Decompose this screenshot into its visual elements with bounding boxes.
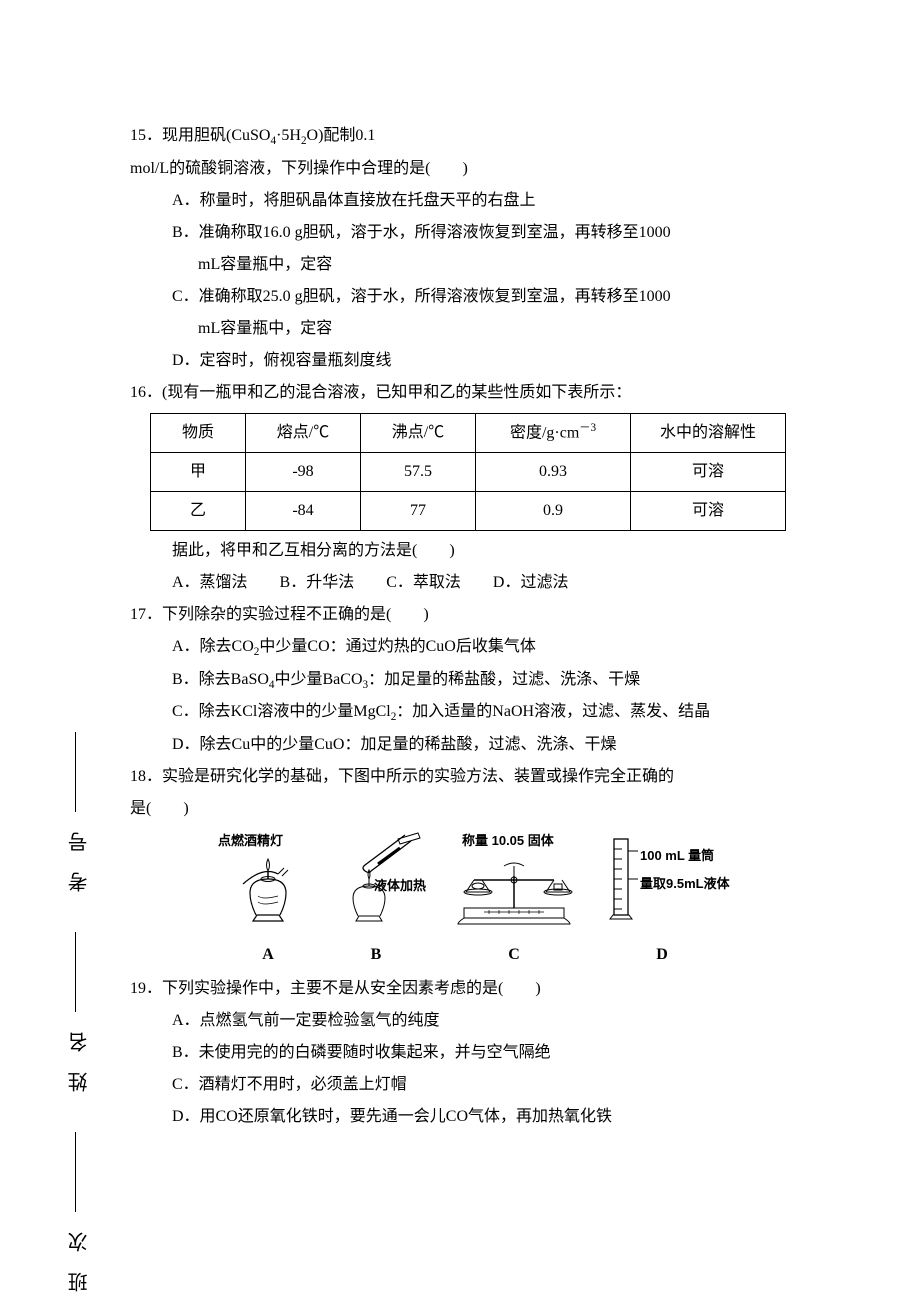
balance-icon	[444, 846, 584, 926]
side-label: 班次 姓名 考号	[65, 732, 94, 1292]
q15-opt-b2: mL容量瓶中，定容	[130, 249, 790, 281]
q17-stem: 17．下列除杂的实验过程不正确的是( )	[130, 599, 790, 631]
td: 甲	[151, 452, 246, 491]
t: 中少量BaCO	[275, 671, 363, 688]
t: ：加足量的稀盐酸，过滤、洗涤、干燥	[368, 671, 640, 688]
th: 熔点/℃	[246, 413, 361, 452]
fig-d-label2: 量取9.5mL液体	[640, 871, 730, 897]
fig-b: 液体加热 B	[326, 831, 426, 971]
t: B．除去BaSO	[172, 671, 269, 688]
q19-stem: 19．下列实验操作中，主要不是从安全因素考虑的是( )	[130, 973, 790, 1005]
q15-opt-a: A．称量时，将胆矾晶体直接放在托盘天平的右盘上	[130, 185, 790, 217]
q19-c: C．酒精灯不用时，必须盖上灯帽	[130, 1069, 790, 1101]
fig-b-label: 液体加热	[374, 873, 426, 899]
td: -84	[246, 491, 361, 530]
fig-a-cap: A	[262, 939, 274, 971]
q15-opt-d: D．定容时，俯视容量瓶刻度线	[130, 345, 790, 377]
q18-stem2: 是( )	[130, 793, 790, 825]
fig-c-cap: C	[508, 939, 520, 971]
q18-stem1: 18．实验是研究化学的基础，下图中所示的实验方法、装置或操作完全正确的	[130, 761, 790, 793]
td: 0.9	[476, 491, 631, 530]
t: C．除去KCl溶液中的少量MgCl	[172, 703, 391, 720]
q19-d: D．用CO还原氧化铁时，要先通一会儿CO气体，再加热氧化铁	[130, 1101, 790, 1133]
q15-opt-b1: B．准确称取16.0 g胆矾，溶于水，所得溶液恢复到室温，再转移至1000	[130, 217, 790, 249]
th: 物质	[151, 413, 246, 452]
fig-c: 称量 10.05 固体 C	[444, 846, 584, 971]
q16-stem: 16．(现有一瓶甲和乙的混合溶液，已知甲和乙的某些性质如下表所示：	[130, 377, 790, 409]
fig-d: 100 mL 量筒 量取9.5mL液体 D	[602, 831, 722, 971]
td: 77	[361, 491, 476, 530]
sup: －3	[579, 422, 596, 434]
fig-a-label: 点燃酒精灯	[218, 828, 283, 854]
t: ·5H	[276, 127, 301, 144]
q18-figures: 点燃酒精灯 A	[160, 831, 790, 971]
th: 沸点/℃	[361, 413, 476, 452]
alcohol-lamp-icon	[228, 846, 308, 926]
td: 乙	[151, 491, 246, 530]
q15-opt-c2: mL容量瓶中，定容	[130, 313, 790, 345]
page-body: 15．现用胆矾(CuSO4·5H2O)配制0.1 mol/L的硫酸铜溶液，下列操…	[130, 120, 790, 1133]
q19-b: B．未使用完的的白磷要随时收集起来，并与空气隔绝	[130, 1037, 790, 1069]
q17-c: C．除去KCl溶液中的少量MgCl2：加入适量的NaOH溶液，过滤、蒸发、结晶	[130, 696, 790, 729]
td: 0.93	[476, 452, 631, 491]
q15-stem: 15．现用胆矾(CuSO4·5H2O)配制0.1	[130, 120, 790, 153]
fig-b-cap: B	[371, 939, 382, 971]
t: O)配制0.1	[307, 127, 376, 144]
q17-a: A．除去CO2中少量CO：通过灼热的CuO后收集气体	[130, 631, 790, 664]
th: 水中的溶解性	[631, 413, 786, 452]
q19-a: A．点燃氢气前一定要检验氢气的纯度	[130, 1005, 790, 1037]
q16-table: 物质 熔点/℃ 沸点/℃ 密度/g·cm－3 水中的溶解性 甲 -98 57.5…	[150, 413, 786, 531]
t: 15．现用胆矾(CuSO	[130, 127, 270, 144]
q16-post: 据此，将甲和乙互相分离的方法是( )	[130, 535, 790, 567]
t: A．除去CO	[172, 638, 254, 655]
t: 中少量CO：通过灼热的CuO后收集气体	[259, 638, 535, 655]
q17-b: B．除去BaSO4中少量BaCO3：加足量的稀盐酸，过滤、洗涤、干燥	[130, 664, 790, 697]
q15-opt-c1: C．准确称取25.0 g胆矾，溶于水，所得溶液恢复到室温，再转移至1000	[130, 281, 790, 313]
q15-stem2: mol/L的硫酸铜溶液，下列操作中合理的是( )	[130, 153, 790, 185]
fig-d-label1: 100 mL 量筒	[640, 843, 714, 869]
fig-d-cap: D	[656, 939, 668, 971]
t: 密度/g·cm	[510, 424, 579, 441]
td: -98	[246, 452, 361, 491]
th: 密度/g·cm－3	[476, 413, 631, 452]
td: 可溶	[631, 491, 786, 530]
t: ：加入适量的NaOH溶液，过滤、蒸发、结晶	[396, 703, 710, 720]
td: 57.5	[361, 452, 476, 491]
td: 可溶	[631, 452, 786, 491]
fig-c-label: 称量 10.05 固体	[462, 828, 554, 854]
fig-a: 点燃酒精灯 A	[228, 846, 308, 971]
q17-d: D．除去Cu中的少量CuO：加足量的稀盐酸，过滤、洗涤、干燥	[130, 729, 790, 761]
q16-opts: A．蒸馏法 B．升华法 C．萃取法 D．过滤法	[130, 567, 790, 599]
